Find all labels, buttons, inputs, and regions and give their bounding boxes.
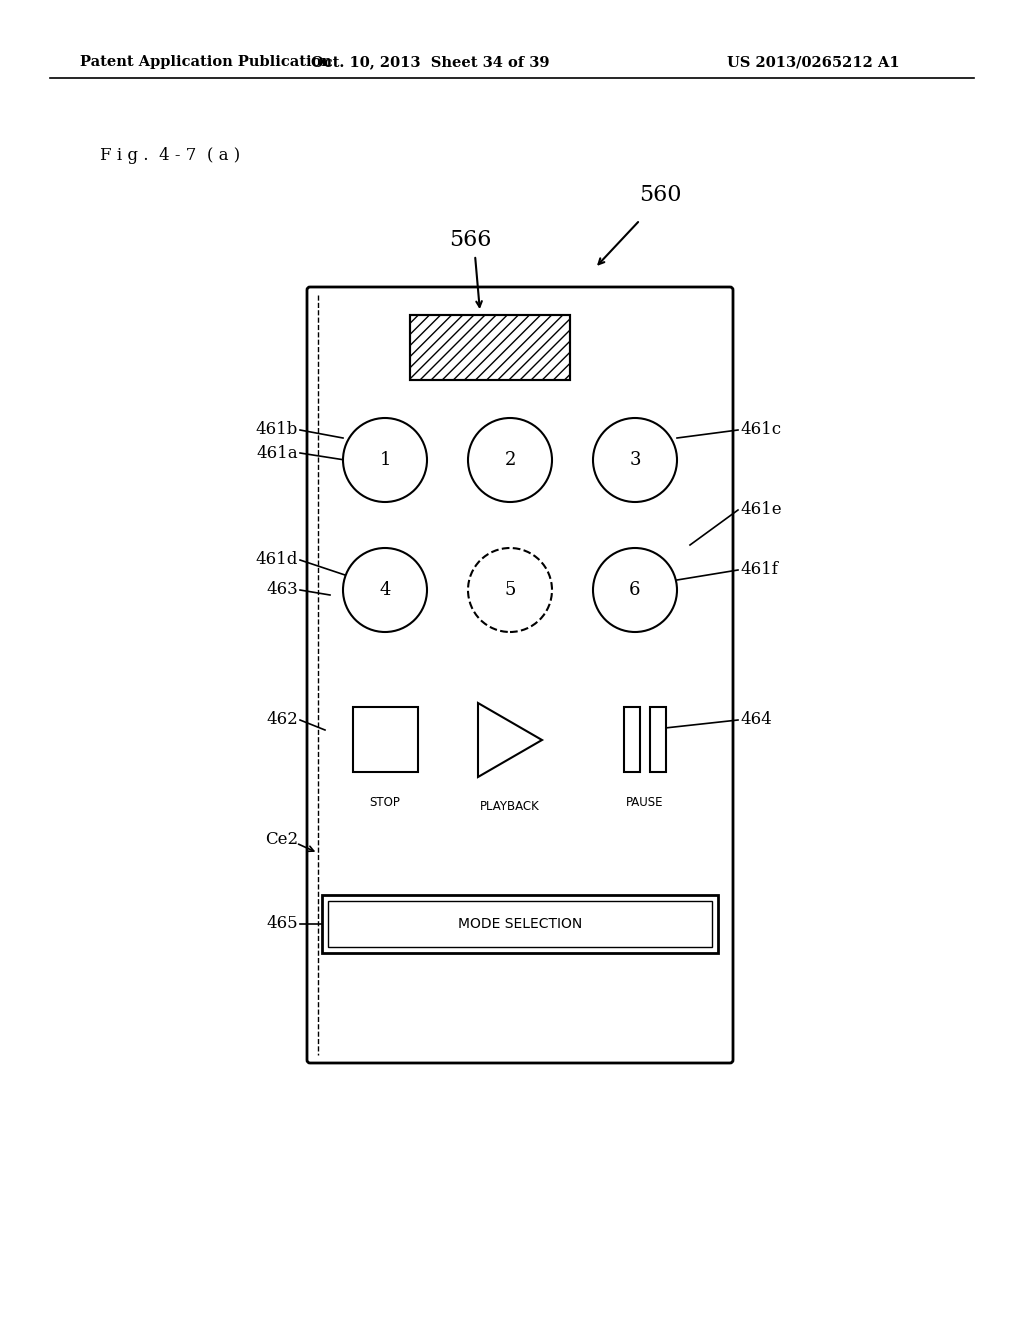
Text: STOP: STOP (370, 796, 400, 808)
Text: 461d: 461d (256, 552, 298, 569)
Text: 461f: 461f (740, 561, 778, 578)
FancyBboxPatch shape (307, 286, 733, 1063)
Text: 462: 462 (266, 711, 298, 729)
Text: PLAYBACK: PLAYBACK (480, 800, 540, 813)
Text: 461e: 461e (740, 502, 781, 519)
Circle shape (343, 548, 427, 632)
Text: 560: 560 (639, 183, 681, 206)
Text: Patent Application Publication: Patent Application Publication (80, 55, 332, 69)
Text: 566: 566 (449, 228, 492, 251)
Text: MODE SELECTION: MODE SELECTION (458, 917, 582, 931)
Bar (624, 708, 640, 772)
Text: 6: 6 (630, 581, 641, 599)
Bar (322, 895, 718, 953)
Text: F i g .  4 - 7  ( a ): F i g . 4 - 7 ( a ) (100, 147, 241, 164)
Bar (410, 315, 570, 380)
Text: 3: 3 (630, 451, 641, 469)
Text: 461a: 461a (256, 445, 298, 462)
Circle shape (468, 418, 552, 502)
Text: 5: 5 (504, 581, 516, 599)
Circle shape (593, 418, 677, 502)
Text: 1: 1 (379, 451, 391, 469)
Bar (650, 708, 666, 772)
Text: 4: 4 (379, 581, 391, 599)
Circle shape (593, 548, 677, 632)
Circle shape (343, 418, 427, 502)
Text: 463: 463 (266, 582, 298, 598)
Text: Oct. 10, 2013  Sheet 34 of 39: Oct. 10, 2013 Sheet 34 of 39 (310, 55, 549, 69)
Text: 461c: 461c (740, 421, 781, 438)
Text: 461b: 461b (256, 421, 298, 438)
Bar (353, 708, 418, 772)
Text: 2: 2 (504, 451, 516, 469)
Text: US 2013/0265212 A1: US 2013/0265212 A1 (727, 55, 900, 69)
Text: 464: 464 (740, 711, 772, 729)
Text: 465: 465 (266, 916, 298, 932)
Bar (328, 902, 712, 946)
Polygon shape (478, 704, 542, 777)
Bar (410, 315, 570, 380)
Text: PAUSE: PAUSE (627, 796, 664, 808)
Circle shape (468, 548, 552, 632)
Text: Ce2: Ce2 (265, 832, 298, 849)
